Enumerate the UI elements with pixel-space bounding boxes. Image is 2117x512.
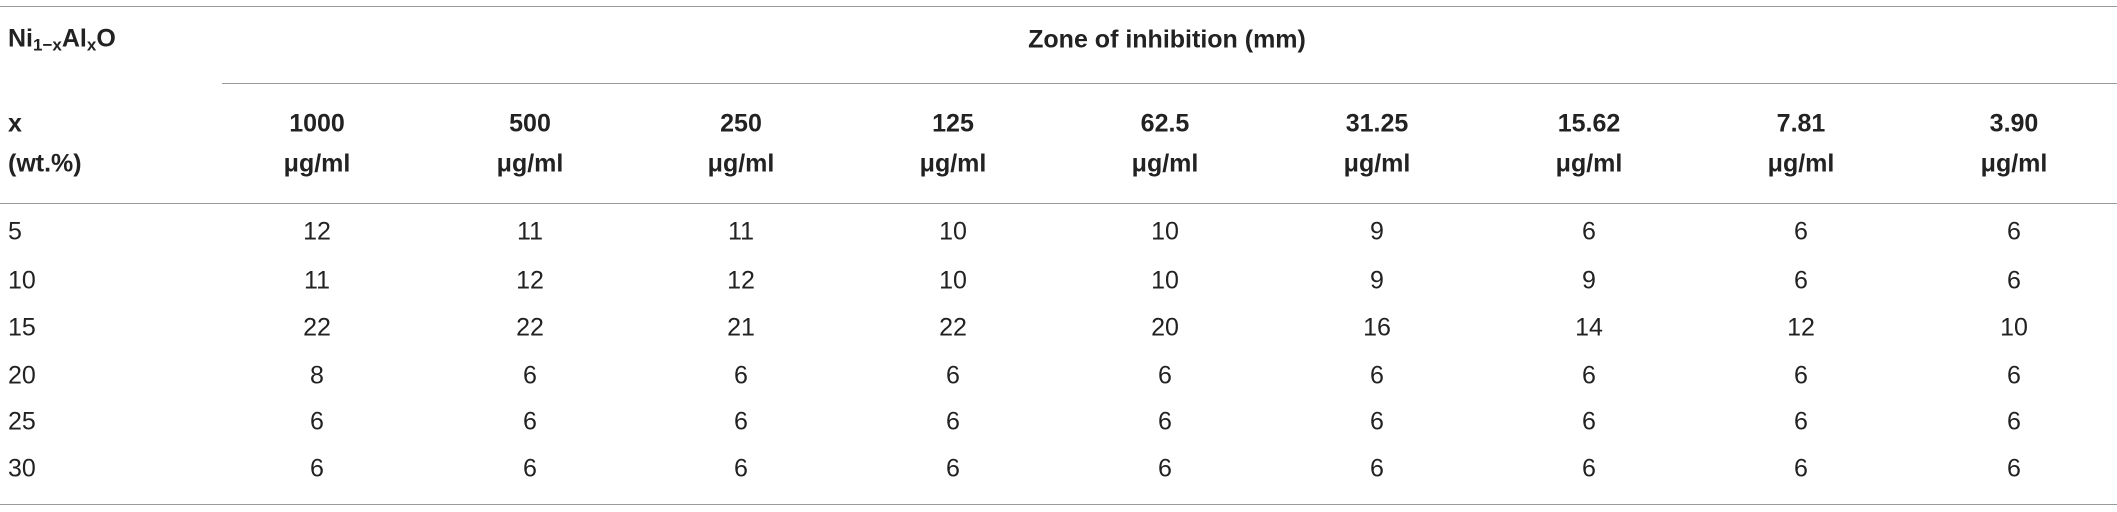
cell: 9 xyxy=(1370,266,1384,295)
row-label-header: x xyxy=(8,109,22,138)
cell: 6 xyxy=(1158,454,1172,483)
subscript: x xyxy=(86,35,97,55)
cell: 22 xyxy=(516,313,544,342)
cell: 9 xyxy=(1370,217,1384,246)
top-rule xyxy=(0,6,2117,7)
cell: 10 xyxy=(2000,313,2028,342)
header-rule xyxy=(0,203,2117,204)
column-header: μg/ml xyxy=(1131,149,1199,178)
column-header: μg/ml xyxy=(496,149,564,178)
text: Ni xyxy=(8,24,33,53)
cell: 22 xyxy=(939,313,967,342)
column-header: 62.5 xyxy=(1140,109,1190,138)
column-header: μg/ml xyxy=(283,149,351,178)
cell: 6 xyxy=(310,454,324,483)
cell: 6 xyxy=(1582,361,1596,390)
cell: 6 xyxy=(1158,407,1172,436)
cell: 6 xyxy=(2007,361,2021,390)
cell: 6 xyxy=(1370,454,1384,483)
cell: 10 xyxy=(1151,266,1179,295)
cell: 6 xyxy=(2007,407,2021,436)
column-header: μg/ml xyxy=(1767,149,1835,178)
column-header: μg/ml xyxy=(707,149,775,178)
column-header: μg/ml xyxy=(1555,149,1623,178)
cell: 12 xyxy=(516,266,544,295)
cell: 6 xyxy=(1794,266,1808,295)
cell: 6 xyxy=(1794,361,1808,390)
column-header: 7.81 xyxy=(1776,109,1826,138)
column-header: 3.90 xyxy=(1989,109,2039,138)
cell: 8 xyxy=(310,361,324,390)
column-header: 250 xyxy=(720,109,762,138)
cell: 10 xyxy=(939,217,967,246)
cell: 22 xyxy=(303,313,331,342)
bottom-rule xyxy=(0,504,2117,505)
column-header: 500 xyxy=(509,109,551,138)
cell: 6 xyxy=(734,407,748,436)
cell: 6 xyxy=(1794,217,1808,246)
cell: 12 xyxy=(727,266,755,295)
cell: 6 xyxy=(1794,407,1808,436)
cell: 21 xyxy=(727,313,755,342)
cell: 10 xyxy=(1151,217,1179,246)
row-label: 10 xyxy=(8,266,36,295)
cell: 6 xyxy=(1582,454,1596,483)
group-rule xyxy=(222,83,2117,84)
cell: 6 xyxy=(1794,454,1808,483)
cell: 6 xyxy=(2007,266,2021,295)
column-header: 15.62 xyxy=(1557,109,1621,138)
cell: 16 xyxy=(1363,313,1391,342)
cell: 11 xyxy=(728,217,754,246)
cell: 6 xyxy=(946,454,960,483)
row-label: 15 xyxy=(8,313,36,342)
cell: 6 xyxy=(1158,361,1172,390)
cell: 12 xyxy=(303,217,331,246)
cell: 6 xyxy=(523,454,537,483)
cell: 12 xyxy=(1787,313,1815,342)
cell: 6 xyxy=(1370,361,1384,390)
column-header: μg/ml xyxy=(1980,149,2048,178)
column-header: 31.25 xyxy=(1345,109,1409,138)
cell: 20 xyxy=(1151,313,1179,342)
cell: 6 xyxy=(523,407,537,436)
compound-label: Ni1−xAlxO xyxy=(8,25,116,56)
cell: 6 xyxy=(310,407,324,436)
row-label: 25 xyxy=(8,407,36,436)
cell: 11 xyxy=(304,266,330,295)
column-header: 1000 xyxy=(289,109,345,138)
row-label: 20 xyxy=(8,361,36,390)
group-header: Zone of inhibition (mm) xyxy=(1028,25,1306,54)
text: Al xyxy=(61,24,87,53)
row-label: 30 xyxy=(8,454,36,483)
cell: 6 xyxy=(946,361,960,390)
row-label: 5 xyxy=(8,217,22,246)
cell: 6 xyxy=(2007,454,2021,483)
cell: 10 xyxy=(939,266,967,295)
cell: 6 xyxy=(1582,407,1596,436)
subscript: 1−x xyxy=(33,35,62,55)
cell: 6 xyxy=(1582,217,1596,246)
cell: 6 xyxy=(2007,217,2021,246)
column-header: 125 xyxy=(932,109,974,138)
cell: 6 xyxy=(523,361,537,390)
cell: 6 xyxy=(946,407,960,436)
cell: 6 xyxy=(734,454,748,483)
column-header: μg/ml xyxy=(1343,149,1411,178)
cell: 6 xyxy=(1370,407,1384,436)
cell: 14 xyxy=(1575,313,1603,342)
cell: 9 xyxy=(1582,266,1596,295)
cell: 11 xyxy=(517,217,543,246)
text: O xyxy=(96,24,116,53)
column-header: μg/ml xyxy=(919,149,987,178)
row-label-header: (wt.%) xyxy=(8,149,82,178)
cell: 6 xyxy=(734,361,748,390)
